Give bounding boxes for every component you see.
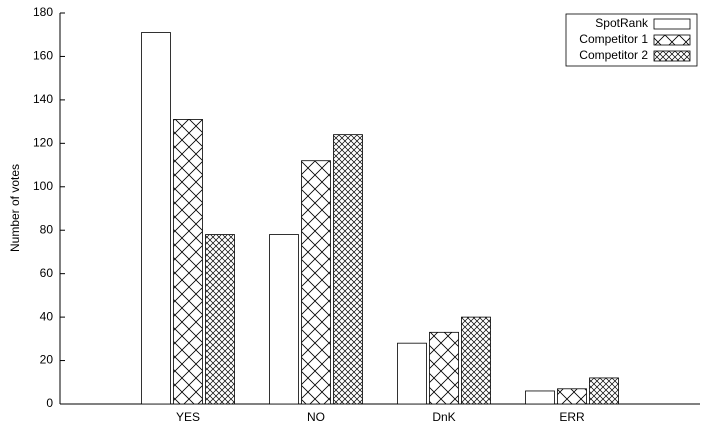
bar <box>429 331 459 405</box>
bar <box>205 234 235 405</box>
y-tick-label: 60 <box>40 266 54 280</box>
bar <box>525 390 555 405</box>
y-tick-label: 20 <box>40 353 54 367</box>
legend-label: Competitor 2 <box>579 48 648 62</box>
legend-label: Competitor 1 <box>579 32 648 46</box>
x-tick-label: ERR <box>559 410 585 424</box>
bar <box>397 342 427 405</box>
bar <box>333 134 363 405</box>
y-tick-label: 160 <box>33 49 53 63</box>
bar <box>461 316 491 405</box>
bar <box>557 388 587 405</box>
x-tick-label: DnK <box>432 410 455 424</box>
y-axis-label: Number of votes <box>8 164 22 252</box>
y-tick-label: 120 <box>33 136 53 150</box>
x-tick-label: NO <box>307 410 325 424</box>
bar <box>301 160 331 405</box>
legend-swatch <box>653 50 691 62</box>
y-tick-label: 80 <box>40 222 54 236</box>
legend-label: SpotRank <box>595 16 649 30</box>
y-tick-label: 180 <box>33 5 53 19</box>
x-tick-label: YES <box>176 410 200 424</box>
legend-swatch <box>653 34 691 46</box>
bar <box>173 119 203 405</box>
legend-swatch <box>653 18 691 30</box>
y-tick-label: 140 <box>33 92 53 106</box>
y-tick-label: 40 <box>40 309 54 323</box>
bar <box>269 234 299 405</box>
bar <box>589 377 619 405</box>
y-tick-label: 0 <box>46 396 53 410</box>
y-tick-label: 100 <box>33 179 53 193</box>
bar <box>141 32 171 405</box>
